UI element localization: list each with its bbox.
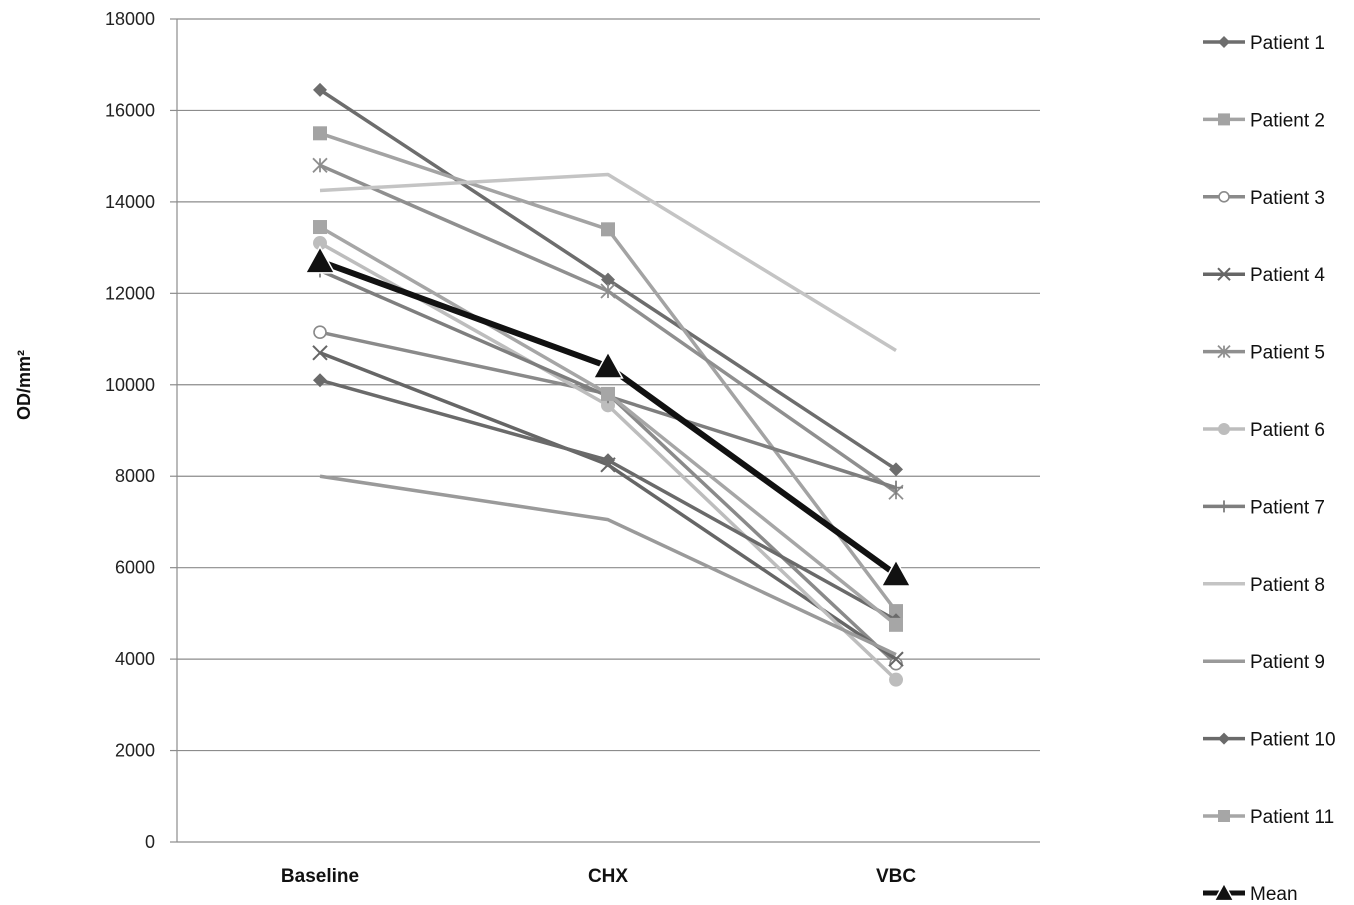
marker-star [1217, 344, 1231, 359]
marker-star [600, 283, 616, 299]
marker-square [1218, 810, 1230, 822]
y-tick-label: 6000 [115, 558, 155, 578]
marker-square [1218, 113, 1230, 126]
y-tick-label: 10000 [105, 375, 155, 395]
series-mean [304, 245, 912, 587]
y-tick-label: 0 [145, 832, 155, 852]
series-lines [304, 82, 912, 687]
marker-x [1217, 267, 1231, 281]
legend-label: Patient 11 [1250, 807, 1334, 828]
legend-item: Patient 2 [1203, 110, 1325, 131]
gridlines [177, 18, 1040, 843]
marker-diamond [601, 272, 615, 287]
legend-label: Patient 10 [1250, 730, 1336, 751]
marker-circle [601, 398, 615, 413]
marker-circle [313, 236, 327, 251]
marker-triangle [1213, 881, 1235, 902]
series-line [319, 163, 898, 494]
legend-label: Mean [1250, 884, 1298, 905]
y-axis-label: OD/mm² [14, 350, 34, 420]
marker-square [601, 386, 615, 401]
series-patient-2 [313, 126, 903, 619]
legend-label: Patient 7 [1250, 497, 1325, 518]
marker-triangle [880, 558, 912, 587]
series-patient-9 [319, 474, 897, 657]
marker-square [601, 222, 615, 237]
marker-square [889, 604, 903, 619]
legend-item: Patient 8 [1203, 575, 1325, 596]
marker-circle [889, 672, 903, 687]
marker-x-stroke [888, 651, 904, 667]
marker-diamond [601, 453, 615, 468]
y-tick-label: 14000 [105, 192, 155, 212]
marker-x-stroke [312, 345, 328, 361]
marker-open-circle [313, 325, 327, 339]
marker-circle [1218, 423, 1230, 435]
series-patient-5 [312, 157, 904, 500]
legend-label: Patient 6 [1250, 420, 1325, 441]
y-tick-label: 2000 [115, 741, 155, 761]
legend-item: Mean [1203, 881, 1298, 905]
y-tick-label: 8000 [115, 466, 155, 486]
legend-label: Patient 1 [1250, 33, 1325, 54]
legend-item: Patient 10 [1203, 730, 1336, 751]
marker-plus [889, 480, 903, 495]
x-category-label: VBC [876, 866, 916, 887]
marker-plus [1218, 500, 1230, 513]
marker-square [313, 220, 327, 235]
marker-star [312, 157, 328, 173]
series-line [319, 474, 897, 657]
legend-item: Patient 5 [1203, 343, 1325, 364]
legend-item: Patient 3 [1203, 188, 1325, 209]
legend-item: Patient 1 [1203, 33, 1325, 54]
marker-diamond [313, 373, 327, 388]
legend-item: Patient 6 [1203, 420, 1325, 441]
legend-item: Patient 7 [1203, 497, 1325, 518]
legend-item: Patient 9 [1203, 652, 1325, 673]
y-tick-label: 4000 [115, 649, 155, 669]
y-tick-label: 18000 [105, 9, 155, 29]
series-patient-8 [319, 172, 897, 352]
legend-item: Patient 11 [1203, 807, 1334, 828]
legend-label: Patient 8 [1250, 575, 1325, 596]
legend-label: Patient 2 [1250, 110, 1325, 131]
marker-diamond [1218, 36, 1230, 48]
x-category-label: CHX [588, 866, 628, 887]
legend-label: Patient 4 [1250, 265, 1325, 286]
y-tick-label: 12000 [105, 283, 155, 303]
legend-label: Patient 5 [1250, 343, 1325, 364]
marker-triangle [304, 245, 336, 274]
series-line [319, 172, 897, 352]
axes: 0 2000 4000 6000 8000 10000 12000 14000 16000 180… [105, 9, 916, 887]
x-category-label: Baseline [281, 866, 359, 887]
marker-x-stroke [1217, 267, 1231, 281]
marker-square [313, 126, 327, 141]
marker-diamond [1218, 732, 1230, 745]
marker-x [888, 651, 904, 667]
y-tick-label: 16000 [105, 100, 155, 120]
marker-x [312, 345, 328, 361]
legend-item: Patient 4 [1203, 265, 1325, 286]
marker-square [889, 617, 903, 632]
series-patient-11 [313, 220, 903, 632]
marker-open-circle [1218, 191, 1230, 203]
marker-triangle [592, 350, 624, 379]
legend-label: Patient 3 [1250, 188, 1325, 209]
marker-diamond [889, 462, 903, 477]
series-patient-1 [313, 82, 903, 477]
legend-label: Patient 9 [1250, 652, 1325, 673]
marker-diamond [313, 82, 327, 97]
legend: Patient 1 Patient 2 Patient 3 Patient 4 Pati… [1203, 33, 1336, 905]
